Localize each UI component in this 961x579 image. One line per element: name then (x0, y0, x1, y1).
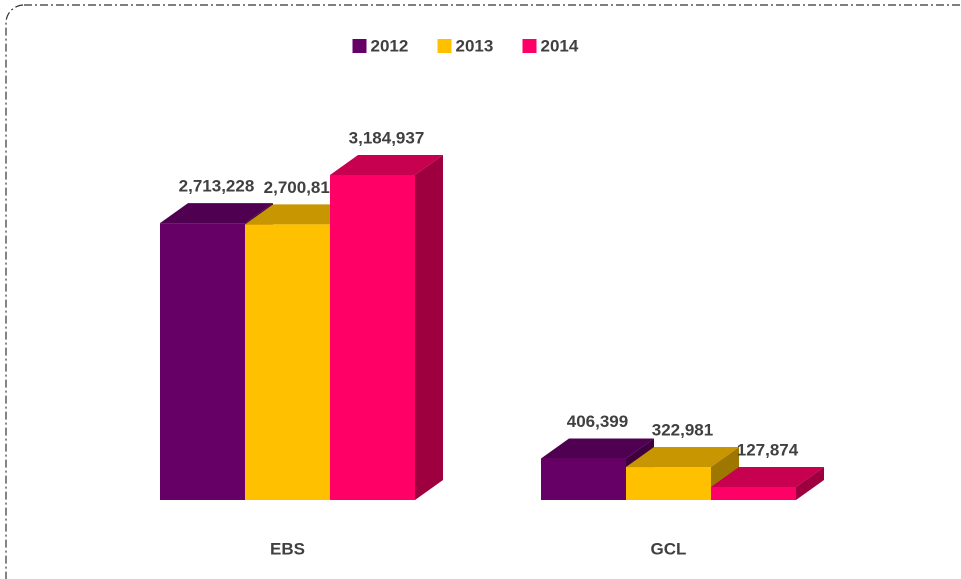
chart-border (6, 5, 961, 579)
legend-swatch (523, 39, 537, 53)
x-tick-label: EBS (270, 539, 305, 558)
x-tick-label: GCL (651, 539, 687, 558)
bar (626, 467, 711, 500)
data-label: 2,713,228 (179, 177, 255, 196)
legend-label: 2012 (371, 36, 409, 55)
bar (711, 487, 796, 500)
data-label: 2,700,818 (264, 178, 340, 197)
bar (160, 223, 245, 500)
data-label: 322,981 (652, 421, 713, 440)
bar-side (415, 155, 443, 500)
bar (541, 459, 626, 500)
legend-label: 2014 (541, 36, 579, 55)
legend-swatch (438, 39, 452, 53)
bar (245, 224, 330, 500)
legend-swatch (353, 39, 367, 53)
legend-label: 2013 (456, 36, 494, 55)
data-label: 406,399 (567, 412, 628, 431)
chart: 2012 2013 2014 2,713,228 2,700,818 3,184,937 E… (0, 0, 961, 579)
data-label: 127,874 (737, 440, 799, 459)
data-label: 3,184,937 (349, 128, 425, 147)
bar (330, 175, 415, 500)
